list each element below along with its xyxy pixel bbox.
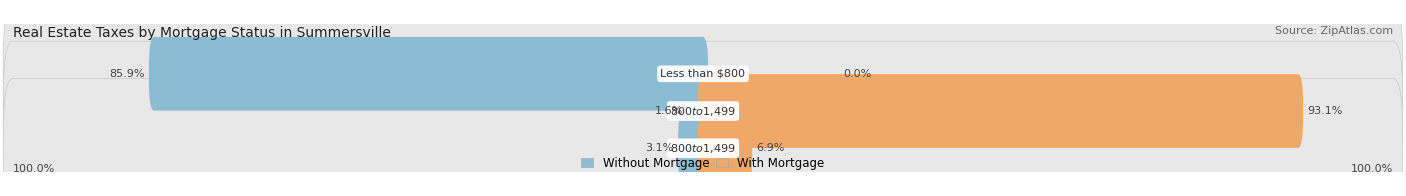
- FancyBboxPatch shape: [149, 37, 709, 111]
- FancyBboxPatch shape: [3, 4, 1403, 144]
- FancyBboxPatch shape: [697, 74, 1303, 148]
- Text: 85.9%: 85.9%: [108, 69, 145, 79]
- Text: 93.1%: 93.1%: [1308, 106, 1343, 116]
- FancyBboxPatch shape: [688, 74, 709, 148]
- Text: 100.0%: 100.0%: [13, 164, 55, 174]
- FancyBboxPatch shape: [3, 41, 1403, 181]
- Text: $800 to $1,499: $800 to $1,499: [671, 104, 735, 118]
- Text: 0.0%: 0.0%: [844, 69, 872, 79]
- Text: 1.6%: 1.6%: [655, 106, 683, 116]
- Text: $800 to $1,499: $800 to $1,499: [671, 142, 735, 155]
- Text: Less than $800: Less than $800: [661, 69, 745, 79]
- Legend: Without Mortgage, With Mortgage: Without Mortgage, With Mortgage: [581, 157, 825, 170]
- Text: Source: ZipAtlas.com: Source: ZipAtlas.com: [1275, 26, 1393, 36]
- FancyBboxPatch shape: [697, 111, 752, 185]
- Text: 3.1%: 3.1%: [645, 143, 673, 153]
- FancyBboxPatch shape: [678, 111, 709, 185]
- FancyBboxPatch shape: [3, 78, 1403, 196]
- Text: Real Estate Taxes by Mortgage Status in Summersville: Real Estate Taxes by Mortgage Status in …: [13, 26, 391, 40]
- Text: 100.0%: 100.0%: [1351, 164, 1393, 174]
- Text: 6.9%: 6.9%: [756, 143, 785, 153]
